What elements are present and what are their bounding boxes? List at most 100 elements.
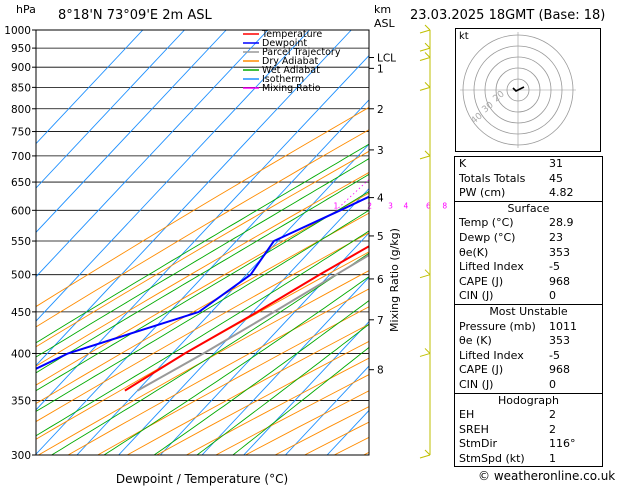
most-unstable-value: 0 [549, 377, 556, 391]
index-key: K [459, 157, 467, 170]
isotherm-line [411, 30, 456, 455]
pressure-tick-label: 500 [11, 270, 31, 282]
most-unstable-value: 968 [549, 363, 570, 377]
dry-adiabat-line [126, 323, 369, 455]
dry-adiabat-line [67, 288, 369, 455]
hodograph-param-key: EH [459, 408, 475, 422]
hodograph-param-row: EH 2 [455, 408, 602, 423]
hodograph-param-value: 116° [549, 437, 576, 451]
most-unstable-value: 353 [549, 334, 570, 348]
isotherm-line [36, 30, 310, 322]
mixing-ratio-line [428, 30, 455, 210]
isotherm-line [201, 276, 369, 455]
most-unstable-key: CAPE (J) [459, 363, 504, 377]
most-unstable-row: θe (K) 353 [455, 334, 602, 349]
pressure-tick-label: 550 [11, 236, 31, 248]
isotherm-line [36, 99, 369, 455]
mixing-ratio-label: 3 [388, 201, 393, 210]
dry-adiabat-line [36, 150, 369, 348]
most-unstable-title: Most Unstable [489, 304, 568, 318]
hodograph-param-row: SREH 2 [455, 423, 602, 438]
asl-unit-label: ASL [374, 17, 395, 30]
hodograph-param-row: StmDir 116° [455, 437, 602, 452]
skew-t-diagram: 12346810152025 3003504004505005506006507… [4, 24, 456, 486]
mixing-ratio-line [391, 30, 456, 210]
surface-value: 0 [549, 289, 556, 303]
plot-frame [35, 29, 370, 456]
hodograph-param-value: 2 [549, 422, 556, 436]
hodograph-unit: kt [459, 31, 469, 42]
copyright-footer[interactable]: © weatheronline.co.uk [478, 469, 616, 483]
index-row: PW (cm) 4.82 [455, 186, 602, 201]
dry-adiabat-line [36, 129, 369, 328]
hodograph-param-key: StmSpd (kt) [459, 451, 525, 465]
isotherm-line [159, 232, 369, 455]
most-unstable-value: -5 [549, 348, 560, 362]
dewpoint-profile [36, 195, 369, 370]
legend-entry: Isotherm [262, 74, 304, 85]
surface-value: 353 [549, 245, 570, 259]
wet-adiabat-line [36, 143, 369, 344]
parcel-trajectory [136, 253, 369, 392]
most-unstable-row: CIN (J) 0 [455, 378, 602, 393]
wind-barb [419, 348, 431, 357]
altitude-tick-label: 8 [377, 365, 384, 377]
index-key: PW (cm) [459, 186, 506, 200]
isotherm-line [76, 143, 369, 455]
isotherm-line [36, 30, 352, 367]
hodograph-param-row: StmSpd (kt) 1 [455, 452, 602, 467]
surface-row: Dewp (°C) 23 [455, 231, 602, 246]
index-value: 45 [549, 171, 563, 185]
hodograph-section: Hodograph EH 2 SREH 2 StmDir 116° StmSpd (kt) 1 [455, 392, 602, 467]
most-unstable-key: Pressure (mb) [459, 319, 536, 333]
hodograph-trace [512, 86, 525, 92]
surface-value: 28.9 [549, 216, 574, 230]
wet-adiabat-line [51, 252, 369, 455]
mixing-ratio-label: 8 [442, 201, 447, 210]
isotherm-line [36, 30, 227, 233]
pressure-tick-label: 850 [11, 82, 31, 94]
wind-barb [419, 150, 431, 160]
isotherm-line [243, 321, 369, 455]
hodograph-param-key: StmDir [459, 437, 498, 451]
wind-barb [419, 52, 431, 61]
surface-row: θe(K) 353 [455, 246, 602, 261]
dry-adiabat-line [36, 106, 369, 308]
wet-adiabat-line [36, 209, 369, 412]
isotherm-line [36, 30, 185, 189]
isotherm-line [36, 30, 144, 145]
km-unit-label: km [374, 3, 392, 16]
y-axis-title-right: Mixing Ratio (g/kg) [388, 228, 401, 332]
legend-entry: Parcel Trajectory [262, 47, 341, 58]
pressure-tick-label: 400 [11, 348, 31, 360]
hpa-unit-label: hPa [16, 3, 36, 16]
legend-entry: Dewpoint [262, 38, 307, 49]
wind-barb [419, 269, 431, 279]
wet-adiabat-line [36, 158, 369, 358]
index-row: K 31 [455, 157, 602, 172]
dry-adiabat-line [97, 306, 369, 455]
wind-barb [419, 24, 431, 34]
station-location: 8°18'N 73°09'E 2m ASL [58, 8, 212, 23]
altitude-tick-label: 6 [377, 274, 384, 286]
index-row: Totals Totals 45 [455, 172, 602, 187]
surface-value: 23 [549, 230, 563, 244]
most-unstable-row: CAPE (J) 968 [455, 363, 602, 378]
pressure-tick-label: 450 [11, 307, 31, 319]
index-value: 31 [549, 157, 563, 170]
x-axis-title: Dewpoint / Temperature (°C) [116, 472, 288, 486]
surface-key: Dewp (°C) [459, 230, 516, 244]
pressure-tick-label: 950 [11, 43, 31, 55]
most-unstable-row: Lifted Index -5 [455, 349, 602, 364]
altitude-tick-label: LCL [377, 53, 396, 65]
run-datetime: 23.03.2025 18GMT (Base: 18) [410, 8, 606, 23]
wind-barb [419, 82, 431, 91]
legend-entry: Wet Adiabat [262, 65, 320, 76]
index-key: Totals Totals [459, 171, 526, 185]
wind-barb [419, 449, 431, 459]
surface-row: CAPE (J) 968 [455, 275, 602, 290]
dry-adiabat-line [38, 270, 369, 455]
mixing-ratio-label: 4 [403, 201, 408, 210]
